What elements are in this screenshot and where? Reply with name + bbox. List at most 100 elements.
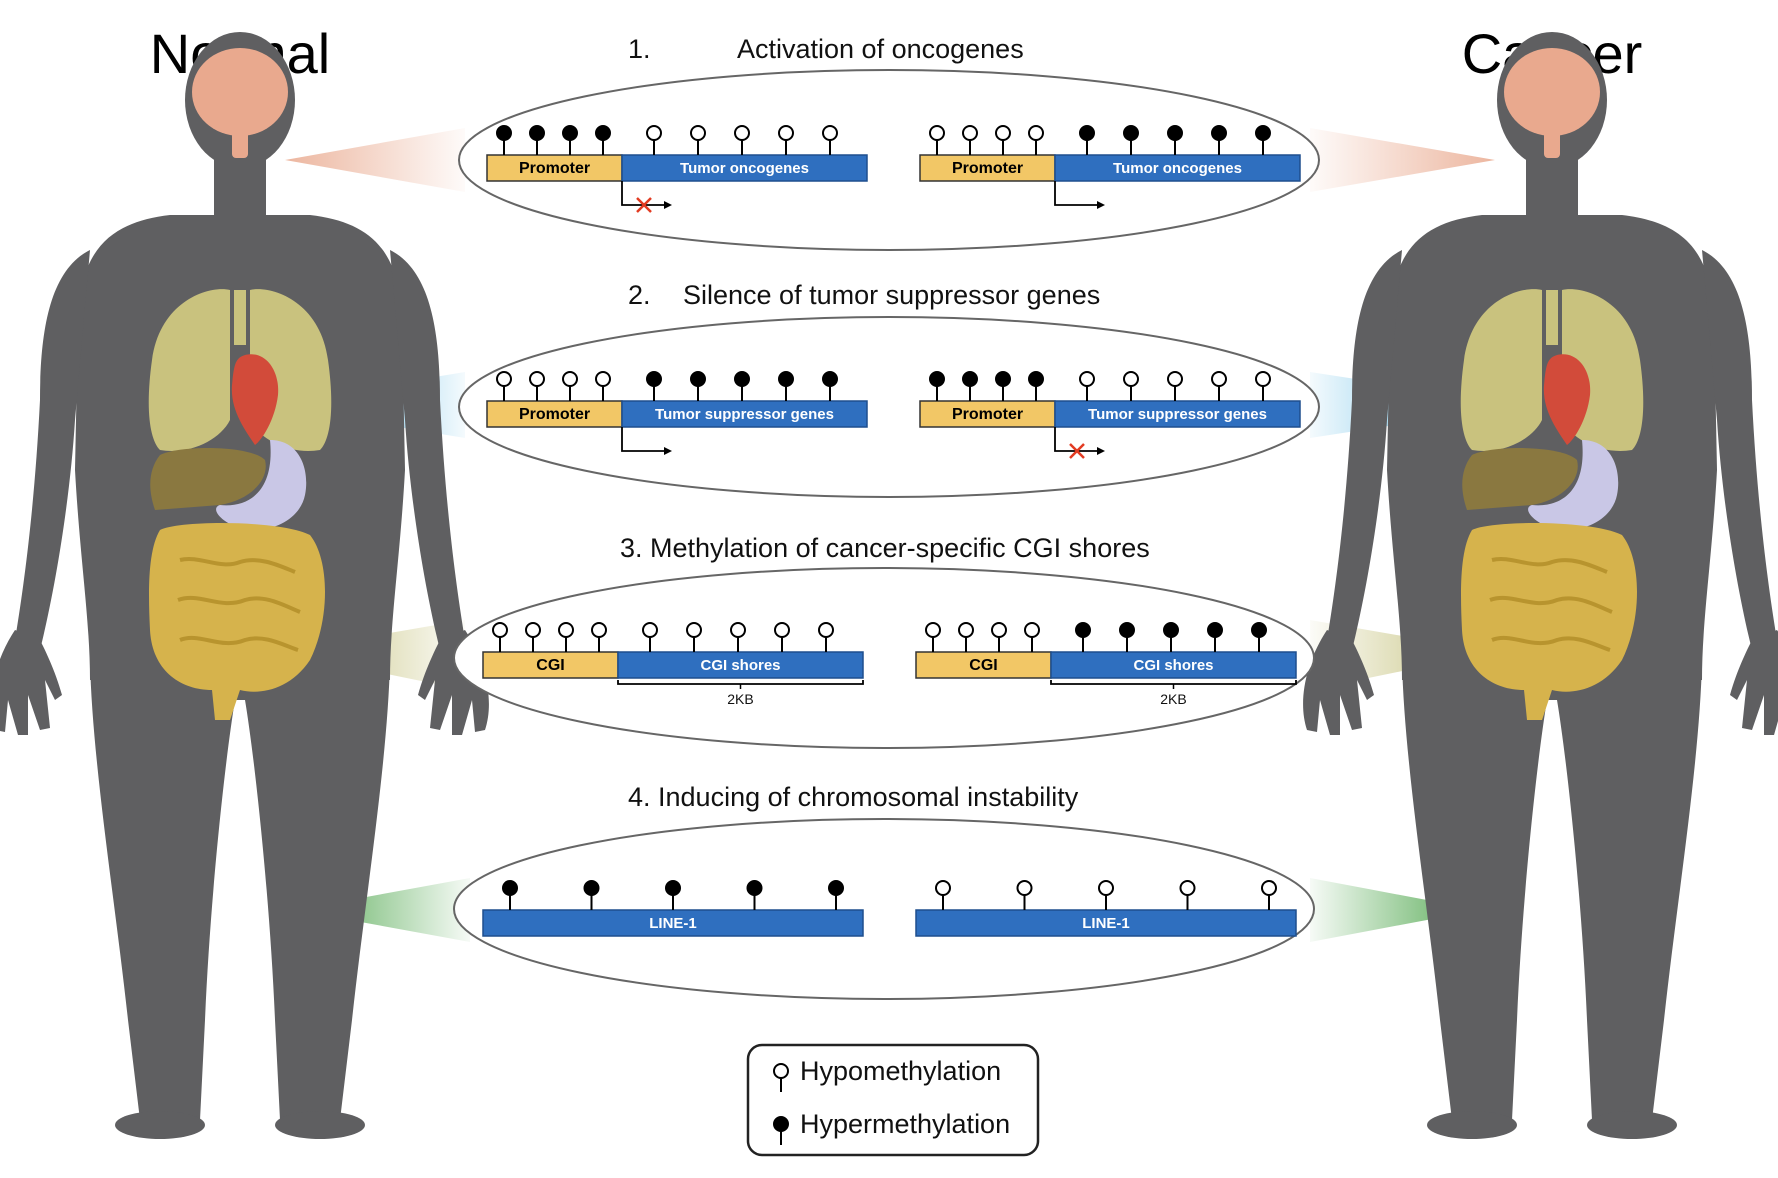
hypomethylation-pin	[1028, 125, 1044, 155]
hypomethylation-pin	[686, 622, 702, 652]
hypermethylation-pin	[828, 880, 844, 910]
hypomethylation-pin	[562, 371, 578, 401]
hypomethylation-pin	[1179, 880, 1196, 910]
hypermethylation-pin	[1207, 622, 1223, 652]
hypomethylation-icon	[773, 1063, 789, 1092]
beam-brain-right	[1310, 128, 1495, 192]
legend-hyper-label: Hypermethylation	[800, 1109, 1010, 1139]
hypomethylation-pin	[1211, 371, 1227, 401]
hypomethylation-pin	[1123, 371, 1139, 401]
section-2-number: 2.	[628, 280, 651, 310]
transcription-arrow	[1054, 427, 1105, 455]
hypomethylation-pin	[1167, 371, 1183, 401]
section-1-left-panel: Promoter Tumor oncogenes	[486, 125, 868, 213]
gene-bar	[1050, 651, 1297, 679]
promoter-box	[919, 400, 1056, 428]
hypermethylation-pin	[502, 880, 518, 910]
hypomethylation-pin	[774, 622, 790, 652]
promoter-label: Promoter	[519, 406, 590, 423]
hypomethylation-pin	[1261, 880, 1277, 910]
kb-label: 2KB	[727, 691, 753, 707]
section-3-left-panel: CGI CGI shores 2KB	[482, 622, 864, 707]
hypomethylation-pin	[591, 622, 607, 652]
hypermethylation-icon	[773, 1116, 789, 1145]
promoter-label: CGI	[536, 657, 564, 674]
hypermethylation-pin	[1075, 622, 1091, 652]
gene-bar	[1054, 400, 1301, 428]
hypomethylation-pin	[995, 125, 1011, 155]
section-1-right-panel: Promoter Tumor oncogenes	[919, 125, 1301, 209]
section-2-label: Silence of tumor suppressor genes	[683, 280, 1100, 310]
promoter-box	[482, 651, 619, 679]
hypomethylation-pin	[496, 371, 512, 401]
hypermethylation-pin	[665, 880, 681, 910]
section-3-title: 3. Methylation of cancer-specific CGI sh…	[620, 533, 1150, 563]
gene-bar	[1054, 154, 1301, 182]
promoter-label: Promoter	[519, 160, 590, 177]
hypomethylation-pin	[1098, 880, 1114, 910]
hypermethylation-pin	[1163, 622, 1179, 652]
promoter-label: Promoter	[952, 406, 1023, 423]
kb-bracket: 2KB	[617, 680, 864, 707]
hypermethylation-pin	[529, 125, 545, 155]
hypomethylation-pin	[929, 125, 945, 155]
hypermethylation-pin	[595, 125, 611, 155]
hypermethylation-pin	[496, 125, 512, 155]
gene-label: Tumor oncogenes	[1113, 160, 1242, 177]
transcription-arrow	[621, 427, 672, 455]
hypomethylation-pin	[925, 622, 941, 652]
hypomethylation-pin	[1255, 371, 1271, 401]
legend-hypo-label: Hypomethylation	[800, 1056, 1001, 1086]
hypermethylation-pin	[562, 125, 578, 155]
section-2-title: 2. Silence of tumor suppressor genes	[628, 280, 1100, 310]
hypomethylation-pin	[529, 371, 545, 401]
hypomethylation-pin	[690, 125, 706, 155]
hypomethylation-pin	[958, 622, 974, 652]
hypermethylation-pin	[995, 371, 1011, 401]
promoter-label: CGI	[969, 657, 997, 674]
transcription-arrow	[1054, 181, 1105, 209]
gene-label: Tumor oncogenes	[680, 160, 809, 177]
gene-label: LINE-1	[649, 915, 697, 932]
hypermethylation-pin	[1028, 371, 1044, 401]
hypomethylation-pin	[778, 125, 794, 155]
hypomethylation-pin	[1024, 622, 1040, 652]
normal-body-figure	[0, 30, 491, 1141]
hypomethylation-pin	[492, 622, 508, 652]
hypomethylation-pin	[935, 880, 951, 910]
hypomethylation-pin	[558, 622, 574, 652]
beam-brain-left	[285, 128, 465, 192]
section-4-left-panel: LINE-1	[482, 880, 864, 937]
hypomethylation-pin	[525, 622, 541, 652]
gene-bar	[621, 400, 868, 428]
promoter-box	[915, 651, 1052, 679]
gene-bar	[617, 651, 864, 679]
gene-bar	[915, 909, 1297, 937]
section-1-title: 1. Activation of oncogenes	[628, 34, 1024, 64]
hypomethylation-pin	[991, 622, 1007, 652]
hypomethylation-pin	[730, 622, 746, 652]
legend-box	[746, 1043, 1040, 1157]
cancer-body-figure	[1301, 30, 1778, 1141]
kb-label: 2KB	[1160, 691, 1186, 707]
beam-line1-right	[1310, 878, 1480, 942]
hypermethylation-pin	[1119, 622, 1135, 652]
hypermethylation-pin	[734, 371, 750, 401]
section-3-ellipse	[453, 567, 1315, 749]
legend: Hypomethylation Hypermethylation	[746, 1043, 1040, 1157]
hypomethylation-pin	[822, 125, 838, 155]
section-1-label: Activation of oncogenes	[737, 34, 1024, 64]
hypomethylation-pin	[1079, 371, 1095, 401]
hypomethylation-pin	[734, 125, 750, 155]
section-4-ellipse	[453, 818, 1315, 1000]
gene-bar	[621, 154, 868, 182]
blocked-icon	[636, 197, 652, 213]
gene-label: CGI shores	[1133, 657, 1213, 674]
section-2-left-panel: Promoter Tumor suppressor genes	[486, 371, 868, 455]
promoter-box	[486, 400, 623, 428]
hypomethylation-pin	[642, 622, 658, 652]
hypermethylation-pin	[962, 371, 978, 401]
hypermethylation-pin	[822, 371, 838, 401]
section-4-title: 4. Inducing of chromosomal instability	[628, 782, 1079, 812]
